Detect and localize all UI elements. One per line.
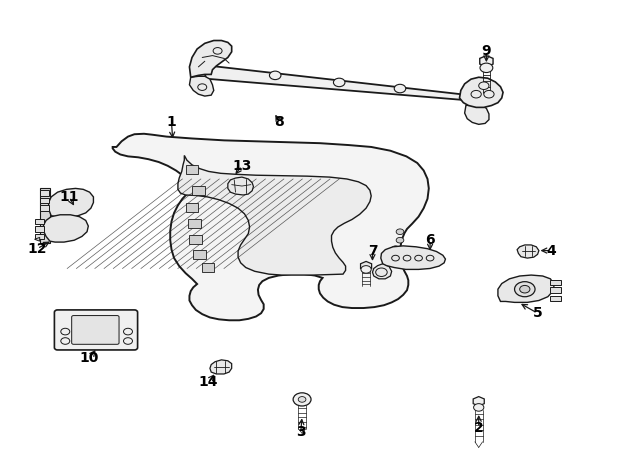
FancyBboxPatch shape <box>54 310 138 350</box>
Polygon shape <box>188 219 201 228</box>
Polygon shape <box>189 41 232 77</box>
Circle shape <box>403 255 411 261</box>
Circle shape <box>471 90 481 98</box>
Text: 9: 9 <box>481 44 492 58</box>
Polygon shape <box>517 245 539 258</box>
Circle shape <box>61 328 70 335</box>
Polygon shape <box>202 263 214 272</box>
Circle shape <box>392 246 399 252</box>
Text: 8: 8 <box>274 114 284 129</box>
Polygon shape <box>360 261 372 271</box>
Polygon shape <box>381 246 445 269</box>
Polygon shape <box>372 264 392 279</box>
Text: 13: 13 <box>232 159 252 173</box>
Circle shape <box>61 338 70 344</box>
Polygon shape <box>189 235 202 244</box>
Circle shape <box>198 84 207 90</box>
Polygon shape <box>550 280 561 285</box>
Polygon shape <box>550 296 561 301</box>
Polygon shape <box>178 155 371 275</box>
Circle shape <box>396 229 404 235</box>
Circle shape <box>396 237 404 243</box>
Polygon shape <box>192 186 205 195</box>
Polygon shape <box>205 66 462 100</box>
Polygon shape <box>35 234 44 239</box>
FancyBboxPatch shape <box>72 316 119 344</box>
Circle shape <box>392 255 399 261</box>
Text: 11: 11 <box>60 190 79 204</box>
Polygon shape <box>473 397 484 406</box>
Polygon shape <box>40 205 49 211</box>
Circle shape <box>333 78 345 87</box>
Circle shape <box>394 84 406 93</box>
Text: 7: 7 <box>367 244 378 258</box>
Circle shape <box>484 90 494 98</box>
Polygon shape <box>186 165 198 174</box>
Text: 14: 14 <box>198 375 218 390</box>
Circle shape <box>515 282 535 297</box>
Text: 4: 4 <box>547 244 557 258</box>
Text: 6: 6 <box>425 233 435 247</box>
Polygon shape <box>480 56 493 67</box>
Circle shape <box>479 82 489 89</box>
Text: 2: 2 <box>474 421 484 435</box>
Circle shape <box>213 48 222 54</box>
Polygon shape <box>460 77 503 107</box>
Circle shape <box>293 393 311 406</box>
Text: 1: 1 <box>166 115 177 130</box>
Polygon shape <box>189 76 214 96</box>
Circle shape <box>376 268 387 276</box>
Polygon shape <box>498 275 554 302</box>
Polygon shape <box>193 250 206 259</box>
Circle shape <box>361 266 371 273</box>
Circle shape <box>426 255 434 261</box>
Circle shape <box>269 71 281 80</box>
Circle shape <box>415 255 422 261</box>
Polygon shape <box>550 287 561 293</box>
Text: 10: 10 <box>80 351 99 365</box>
Polygon shape <box>113 134 429 320</box>
Circle shape <box>124 328 132 335</box>
Circle shape <box>480 63 493 73</box>
Polygon shape <box>40 190 49 196</box>
Polygon shape <box>40 198 49 203</box>
Circle shape <box>298 397 306 402</box>
Text: 3: 3 <box>296 425 306 439</box>
Polygon shape <box>35 226 44 232</box>
Polygon shape <box>228 177 253 195</box>
Polygon shape <box>35 219 44 224</box>
Text: 5: 5 <box>532 306 543 320</box>
Polygon shape <box>35 237 40 241</box>
Circle shape <box>124 338 132 344</box>
Polygon shape <box>210 360 232 374</box>
Polygon shape <box>49 188 93 218</box>
Circle shape <box>520 285 530 293</box>
Polygon shape <box>40 188 50 243</box>
Polygon shape <box>465 105 489 124</box>
Text: 12: 12 <box>28 242 47 256</box>
Polygon shape <box>186 203 198 212</box>
Polygon shape <box>44 215 88 242</box>
Circle shape <box>474 404 484 411</box>
